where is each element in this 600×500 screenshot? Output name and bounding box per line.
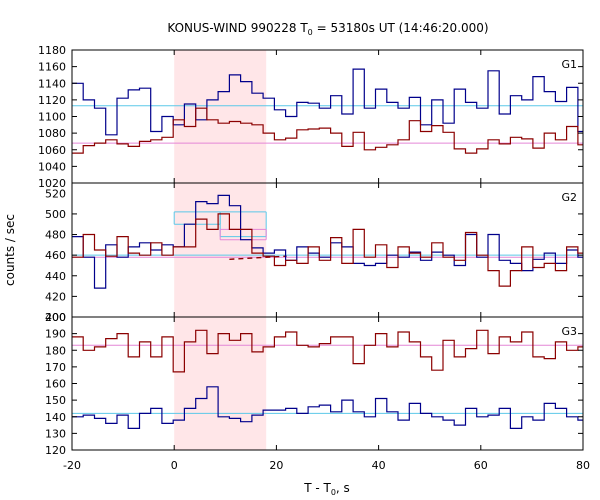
y-tick-label: 1080 <box>38 127 66 140</box>
y-tick-label: 120 <box>45 444 66 457</box>
panel-label: G1 <box>561 58 577 71</box>
y-tick-label: 440 <box>45 270 66 283</box>
chart-title: KONUS-WIND 990228 T0 = 53180s UT (14:46:… <box>167 21 488 37</box>
panels: 1020 1040 1060 1080 1100 1120 1140 1160 1180 G1 40… <box>38 44 590 472</box>
series-line-1 <box>72 386 583 429</box>
x-tick-label: 20 <box>269 459 283 472</box>
series-line-2 <box>72 213 583 287</box>
y-tick-label: 520 <box>45 187 66 200</box>
series-line-2 <box>72 329 583 373</box>
y-tick-label: 400 <box>45 311 66 324</box>
highlight-interval <box>174 50 267 450</box>
y-tick-label: 1020 <box>38 177 66 190</box>
x-axis-label: T - T0, s <box>303 481 350 497</box>
x-tick-label: -20 <box>63 459 81 472</box>
y-tick-label: 1060 <box>38 144 66 157</box>
interval-box-line-2 <box>219 211 267 238</box>
dashed-fit-line <box>229 255 287 260</box>
y-tick-label: 130 <box>45 427 66 440</box>
y-tick-label: 1140 <box>38 77 66 90</box>
panel-label: G3 <box>561 325 577 338</box>
y-tick-label: 480 <box>45 229 66 242</box>
y-tick-label: 460 <box>45 249 66 262</box>
y-tick-label: 170 <box>45 361 66 374</box>
y-tick-label: 500 <box>45 208 66 221</box>
x-tick-label: 60 <box>474 459 488 472</box>
y-tick-label: 200 <box>45 311 66 324</box>
y-tick-label: 150 <box>45 394 66 407</box>
y-tick-label: 180 <box>45 344 66 357</box>
y-tick-label: 1160 <box>38 61 66 74</box>
x-tick-label: 80 <box>576 459 590 472</box>
panel-g3: 120 130 140 150 160 170 180 190 200 G3 <box>45 311 584 457</box>
series-line-1 <box>72 68 583 136</box>
y-tick-label: 1120 <box>38 94 66 107</box>
y-tick-label: 1040 <box>38 160 66 173</box>
y-tick-label: 190 <box>45 328 66 341</box>
x-tick-label: 0 <box>171 459 178 472</box>
x-tick-label: 40 <box>372 459 386 472</box>
y-tick-label: 160 <box>45 378 66 391</box>
interval-box-line-1 <box>173 211 221 225</box>
y-axis-label: counts / sec <box>3 214 17 286</box>
panel-label: G2 <box>561 191 577 204</box>
y-tick-label: 420 <box>45 290 66 303</box>
y-tick-label: 1100 <box>38 111 66 124</box>
y-tick-label: 140 <box>45 411 66 424</box>
y-tick-label: 1180 <box>38 44 66 57</box>
series-line-2 <box>72 107 583 154</box>
